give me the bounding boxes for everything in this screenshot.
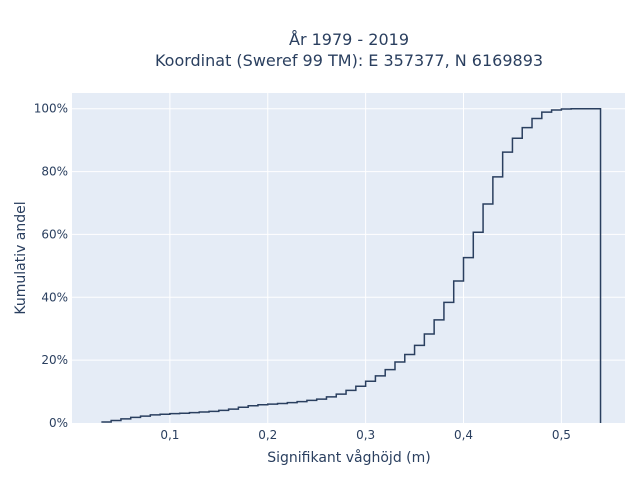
x-axis-label: Signifikant våghöjd (m) bbox=[267, 449, 430, 466]
y-axis-label: Kumulativ andel bbox=[13, 201, 29, 314]
x-tick-label: 0,1 bbox=[160, 428, 179, 442]
x-tick-label: 0,2 bbox=[258, 428, 277, 442]
y-tick-label: 0% bbox=[49, 416, 68, 430]
x-tick-label: 0,3 bbox=[356, 428, 375, 442]
x-tick-label: 0,5 bbox=[552, 428, 571, 442]
y-tick-label: 100% bbox=[34, 102, 68, 116]
x-tick-label: 0,4 bbox=[454, 428, 473, 442]
tick-labels: 0,1 0,2 0,3 0,4 0,5 0% 20% 40% 60% 80% 100% bbox=[34, 102, 571, 442]
grid bbox=[72, 93, 625, 423]
plot-area bbox=[72, 93, 625, 423]
y-tick-label: 20% bbox=[41, 353, 68, 367]
y-tick-label: 60% bbox=[41, 227, 68, 241]
y-tick-label: 80% bbox=[41, 165, 68, 179]
chart-title-line2: Koordinat (Sweref 99 TM): E 357377, N 61… bbox=[155, 51, 543, 70]
y-tick-label: 40% bbox=[41, 290, 68, 304]
cdf-step-line bbox=[101, 107, 602, 423]
chart-title-line1: År 1979 - 2019 bbox=[289, 30, 409, 49]
